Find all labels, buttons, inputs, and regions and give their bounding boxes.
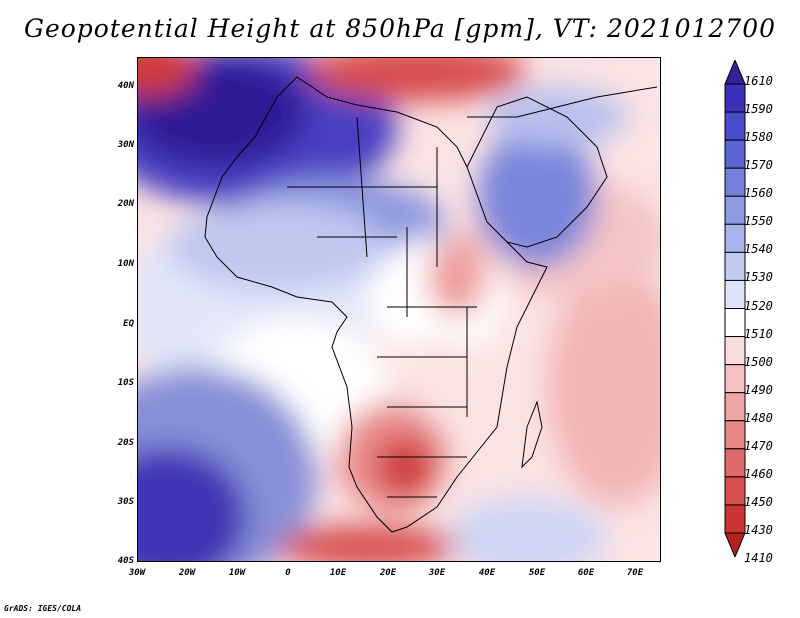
lon-label: 10E bbox=[329, 568, 347, 578]
colorbar bbox=[724, 60, 746, 557]
colorbar-segment bbox=[724, 448, 746, 478]
colorbar-segment bbox=[724, 336, 746, 366]
colorbar-segment bbox=[724, 251, 746, 281]
colorbar-label: 1590 bbox=[744, 102, 773, 117]
lat-label: 30N bbox=[117, 140, 134, 150]
lat-label: 10S bbox=[117, 378, 134, 388]
colorbar-segment bbox=[724, 420, 746, 450]
colorbar-segment bbox=[724, 308, 746, 338]
lon-label: 30W bbox=[128, 568, 146, 578]
geopotential-map bbox=[137, 57, 661, 562]
colorbar-label: 1410 bbox=[744, 551, 773, 566]
lon-label: 20E bbox=[379, 568, 397, 578]
map-title: Geopotential Height at 850hPa [gpm], VT:… bbox=[23, 14, 777, 43]
lon-label: 40E bbox=[478, 568, 496, 578]
colorbar-segment bbox=[724, 195, 746, 225]
lon-label: 20W bbox=[178, 568, 196, 578]
lat-label: EQ bbox=[123, 319, 134, 329]
colorbar-label: 1510 bbox=[744, 326, 773, 341]
colorbar-segment bbox=[724, 139, 746, 169]
colorbar-segment bbox=[724, 223, 746, 253]
colorbar-segment bbox=[724, 392, 746, 422]
map-frame bbox=[137, 57, 661, 562]
colorbar-label: 1460 bbox=[744, 466, 773, 481]
map-panel bbox=[137, 57, 661, 562]
lat-label: 20S bbox=[117, 438, 134, 448]
colorbar-label: 1490 bbox=[744, 382, 773, 397]
lat-label: 10N bbox=[117, 259, 134, 269]
colorbar-segment bbox=[724, 364, 746, 394]
grads-credit: GrADS: IGES/COLA bbox=[4, 604, 82, 613]
colorbar-label: 1530 bbox=[744, 270, 773, 285]
lat-label: 20N bbox=[117, 199, 134, 209]
lon-label: 10W bbox=[228, 568, 246, 578]
colorbar-segment bbox=[724, 504, 746, 534]
colorbar-label: 1430 bbox=[744, 523, 773, 537]
lon-label: 50E bbox=[528, 568, 546, 578]
colorbar-segment bbox=[724, 476, 746, 506]
colorbar-segment bbox=[724, 167, 746, 197]
lon-label: 60E bbox=[577, 568, 595, 578]
colorbar-segment bbox=[724, 279, 746, 309]
colorbar-label: 1610 bbox=[744, 74, 773, 88]
colorbar-segments bbox=[724, 83, 746, 534]
colorbar-top-arrow bbox=[724, 60, 746, 85]
colorbar-label: 1560 bbox=[744, 186, 773, 201]
colorbar-label: 1550 bbox=[744, 214, 773, 229]
lat-label: 40N bbox=[117, 81, 134, 91]
lat-label: 40S bbox=[117, 556, 134, 566]
coastlines bbox=[204, 76, 658, 533]
colorbar-label: 1580 bbox=[744, 130, 773, 145]
lon-label: 0 bbox=[285, 568, 291, 578]
colorbar-label: 1500 bbox=[744, 354, 773, 369]
colorbar-label: 1480 bbox=[744, 410, 773, 425]
colorbar-label: 1470 bbox=[744, 438, 773, 453]
colorbar-label: 1520 bbox=[744, 298, 773, 313]
lon-label: 70E bbox=[626, 568, 644, 578]
lat-label: 30S bbox=[117, 497, 134, 507]
colorbar-label: 1570 bbox=[744, 158, 773, 173]
colorbar-bottom-arrow bbox=[724, 532, 746, 557]
colorbar-label: 1540 bbox=[744, 242, 773, 257]
colorbar-segment bbox=[724, 111, 746, 141]
colorbar-segment bbox=[724, 83, 746, 113]
colorbar-label: 1450 bbox=[744, 494, 773, 509]
lon-label: 30E bbox=[428, 568, 446, 578]
height-field bbox=[137, 57, 661, 562]
